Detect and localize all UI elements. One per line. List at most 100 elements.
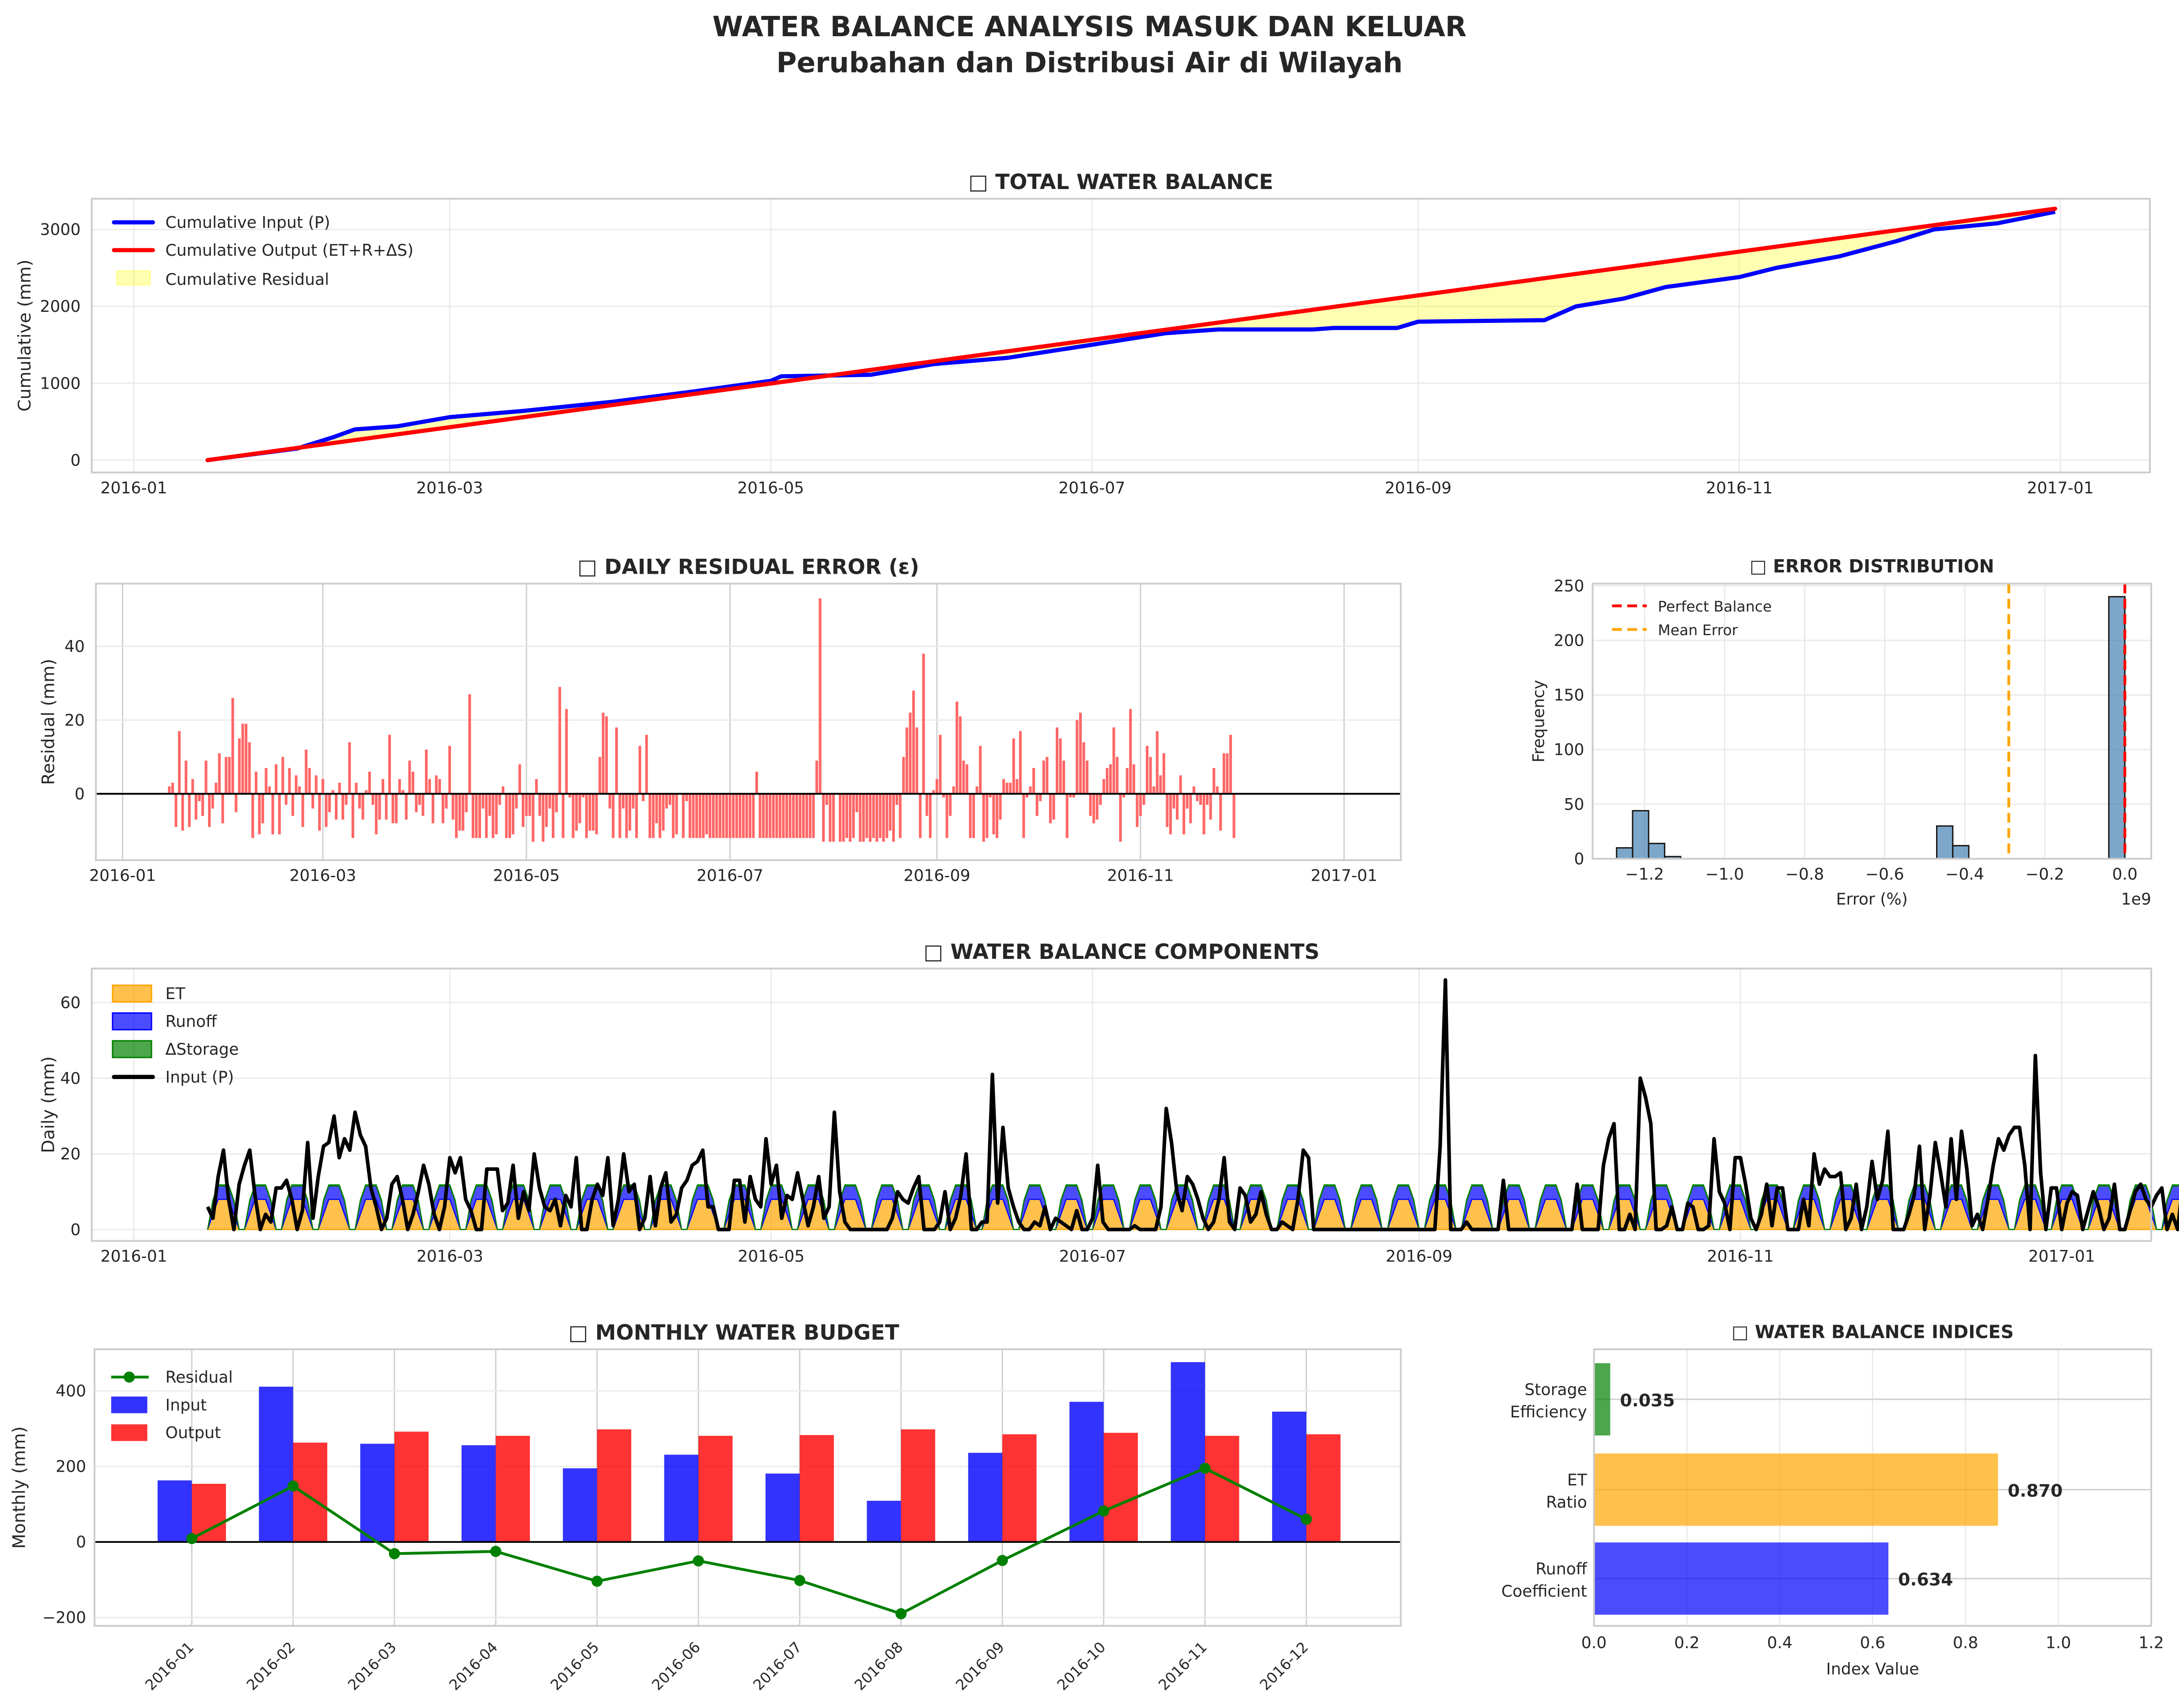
residual-marker [1199, 1462, 1211, 1474]
residual-bar [672, 794, 675, 838]
legend-swatch-output [111, 1424, 148, 1441]
cumulative-y-label: Cumulative (mm) [15, 260, 35, 412]
residual-bar [238, 738, 241, 794]
x-tick-label: 2016-07 [750, 1638, 805, 1693]
residual-bar [922, 653, 925, 794]
residual-bar [698, 794, 701, 838]
residual-bar [1226, 753, 1229, 794]
residual-bar [758, 794, 762, 838]
residual-bar [615, 727, 618, 794]
residual-bar [1005, 783, 1008, 794]
residual-bar [732, 794, 735, 838]
residual-bar [1019, 731, 1022, 794]
y-tick-label: 0 [70, 1220, 80, 1239]
error-distribution-y-label: Frequency [1529, 680, 1548, 762]
residual-bar [224, 757, 227, 794]
components-legend: ET Runoff ΔStorage Input (P) [112, 984, 239, 1087]
x-tick-label: 0.6 [1860, 1633, 1886, 1652]
y-tick-label: 3000 [40, 220, 80, 239]
legend-swatch [112, 985, 152, 1003]
index-value-label: 0.035 [1620, 1391, 1675, 1411]
residual-bar [1206, 794, 1209, 805]
x-tick-label: 0.4 [1767, 1633, 1792, 1652]
residual-bar [258, 794, 261, 835]
residual-bar [218, 753, 221, 794]
residual-bar [838, 794, 841, 842]
residual-bar [508, 794, 511, 838]
x-tick-label: 2016-09 [952, 1638, 1008, 1693]
residual-bar [912, 690, 915, 794]
residual-bar [996, 794, 999, 838]
residual-bar [962, 761, 965, 794]
components-chart: 2016-01 2016-03 2016-05 2016-07 2016-09 2016-… [39, 940, 2179, 1266]
residual-bar [268, 786, 271, 794]
residual-marker [287, 1480, 299, 1492]
residual-bar [902, 757, 905, 794]
monthly-y-label: Monthly (mm) [10, 1426, 30, 1549]
residual-bar [201, 794, 204, 816]
legend-label: Input (P) [165, 1068, 234, 1087]
residual-bar [568, 794, 571, 798]
residual-bar [1106, 768, 1109, 794]
x-tick-label: −0.8 [1785, 864, 1824, 883]
residual-bar [1166, 794, 1169, 827]
residual-bar [555, 794, 558, 812]
legend-swatch-residual [116, 270, 151, 286]
x-tick-label: 2016-04 [446, 1638, 501, 1693]
residual-bar [602, 712, 605, 794]
legend-swatch [112, 1012, 152, 1030]
monthly-legend: Residual Input Output [111, 1367, 233, 1442]
cumulative-input-line [207, 209, 2056, 462]
residual-bar [915, 727, 918, 794]
residual-bar [361, 794, 364, 820]
residual-bar [381, 779, 384, 794]
error-distribution-chart: −1.2 −1.0 −0.8 −0.6 −0.4 −0.2 0.0 0 50 100 150 200 2… [1529, 556, 2152, 909]
residual-bar [1146, 746, 1149, 794]
residual-bar [898, 794, 902, 838]
residual-bar [512, 794, 515, 835]
x-tick-label: 2016-02 [243, 1638, 298, 1693]
residual-bar [752, 794, 755, 838]
residual-bar [558, 687, 561, 794]
residual-bar [328, 794, 331, 812]
residual-bar [1095, 794, 1099, 820]
x-tick-label: 2017-01 [2028, 1247, 2095, 1266]
residual-bar [999, 794, 1002, 820]
storage-area [207, 1184, 2179, 1230]
legend-label-residual: Residual [165, 1367, 233, 1386]
residual-bar [638, 746, 641, 794]
residual-bar [805, 794, 808, 838]
residual-bar [1099, 794, 1102, 805]
residual-bar [591, 794, 595, 831]
x-tick-label: 2016-11 [1107, 866, 1174, 885]
residual-bar [335, 794, 338, 820]
residual-bar [1179, 775, 1182, 794]
legend-label-output: Cumulative Output (ET+R+ΔS) [165, 241, 413, 260]
residual-bar [879, 794, 882, 838]
residual-bar [1196, 794, 1199, 801]
output-bar [901, 1429, 936, 1542]
residual-bar [221, 794, 224, 823]
residual-bar [772, 794, 775, 838]
residual-bar [305, 750, 308, 794]
residual-bar [992, 794, 995, 835]
residual-bar [849, 794, 852, 842]
residual-bar [1132, 764, 1135, 794]
residual-bar [351, 794, 354, 838]
residual-bar [462, 794, 465, 831]
residual-bar [572, 794, 575, 838]
x-tick-label: 2016-11 [1706, 478, 1773, 497]
residual-bar [618, 794, 621, 838]
residual-bar [989, 794, 992, 798]
x-tick-label: 2016-01 [89, 866, 156, 885]
residual-bar [321, 779, 324, 794]
y-tick-label: 1000 [40, 374, 80, 393]
x-tick-label: 2016-05 [547, 1638, 603, 1693]
legend-label: ET [165, 984, 186, 1003]
residual-bar [1116, 757, 1119, 794]
residual-bar [582, 794, 585, 798]
histogram-bar [1648, 843, 1666, 860]
residual-bar [1082, 742, 1085, 794]
